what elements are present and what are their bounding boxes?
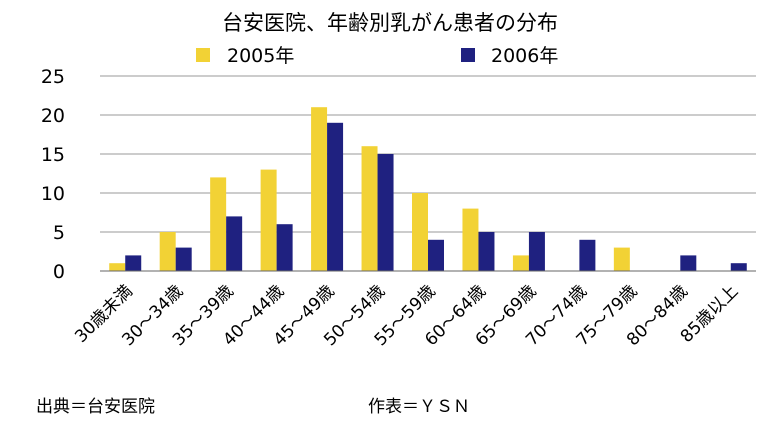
bar-2005 xyxy=(613,247,630,271)
bar-2006 xyxy=(478,232,495,271)
bar-2005 xyxy=(412,193,428,271)
bar-2005 xyxy=(159,232,176,271)
x-axis-ticks: 30歳未満30～34歳35～39歳40～44歳45～49歳50～54歳55～59… xyxy=(71,281,742,350)
y-tick-label: 0 xyxy=(53,261,65,283)
y-tick-label: 25 xyxy=(41,66,65,88)
bar-2006 xyxy=(276,224,293,271)
y-axis-ticks: 0 5 10 15 20 25 xyxy=(41,66,65,283)
bar-2005 xyxy=(512,255,529,271)
bar-2006 xyxy=(579,239,596,271)
gridlines xyxy=(100,75,756,233)
bar-2006 xyxy=(377,154,394,271)
bar-2006 xyxy=(528,232,545,271)
chart-title: 台安医院、年齢別乳がん患者の分布 xyxy=(222,11,558,35)
legend-swatch-2005 xyxy=(196,48,210,62)
bar-2006 xyxy=(125,255,142,271)
bars xyxy=(109,107,747,271)
bar-2006 xyxy=(226,216,243,271)
bar-2006 xyxy=(327,122,344,271)
y-tick-label: 20 xyxy=(41,105,65,127)
source-note: 出典＝台安医院 xyxy=(36,397,155,417)
y-tick-label: 10 xyxy=(41,183,65,205)
bar-2005 xyxy=(210,177,227,271)
bar-2005 xyxy=(260,169,277,271)
bar-2005 xyxy=(311,107,328,271)
bar-2006 xyxy=(730,263,747,271)
bar-2006 xyxy=(175,247,192,271)
bar-2005 xyxy=(109,263,126,271)
bar-2005 xyxy=(361,146,378,271)
bar-2005 xyxy=(462,208,479,271)
legend-swatch-2006 xyxy=(461,48,475,62)
y-tick-label: 15 xyxy=(41,144,65,166)
bar-2006 xyxy=(428,239,444,271)
bar-2006 xyxy=(680,255,697,271)
legend-label-2006: 2006年 xyxy=(491,45,558,67)
legend-label-2005: 2005年 xyxy=(227,45,294,67)
y-tick-label: 5 xyxy=(53,222,65,244)
author-note: 作表＝ＹＳＮ xyxy=(368,397,470,417)
